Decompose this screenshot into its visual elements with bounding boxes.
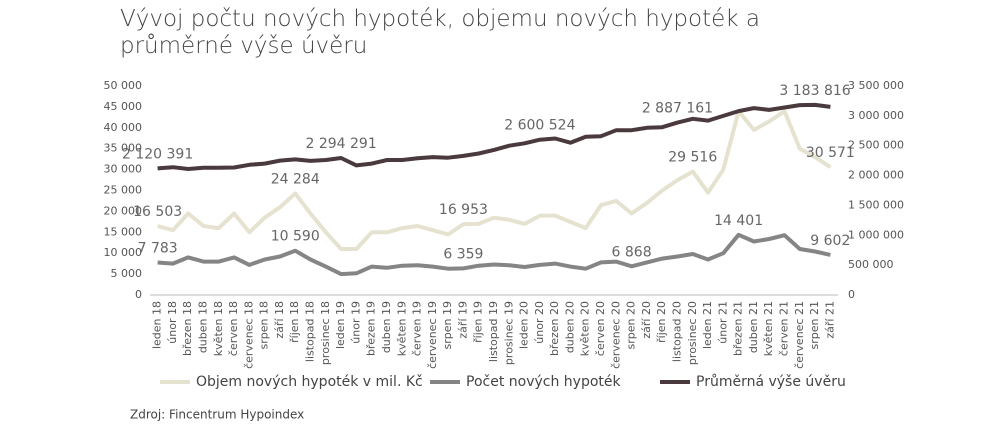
x-tick-label: červenec 18: [242, 301, 255, 369]
legend-label: Počet nových hypoték: [466, 374, 622, 390]
y-tick-label: 50 000: [104, 79, 143, 92]
x-tick-label: leden 18: [151, 301, 164, 349]
x-tick-label: srpen 18: [258, 301, 271, 349]
x-tick-label: květen 20: [579, 301, 592, 356]
data-label: 16 953: [439, 202, 488, 218]
x-tick-label: červen 20: [594, 301, 607, 356]
x-tick-label: září 18: [273, 301, 286, 339]
series-line: [157, 109, 832, 251]
x-tick-label: září 21: [823, 301, 836, 339]
data-label: 24 284: [271, 171, 320, 187]
x-tick-label: srpen 19: [441, 301, 454, 349]
x-tick-label: září 20: [640, 301, 653, 339]
chart-title: Vývoj počtu nových hypoték, objemu novýc…: [120, 6, 760, 59]
y2-tick-label: 2 000 000: [848, 169, 904, 182]
x-tick-label: únor 21: [716, 301, 729, 344]
x-tick-label: duben 18: [197, 301, 210, 353]
x-tick-label: únor 19: [349, 301, 362, 344]
data-label: 10 590: [271, 229, 320, 245]
data-label: 9 602: [810, 233, 850, 249]
x-tick-label: duben 20: [563, 301, 576, 353]
data-label: 2 887 161: [642, 101, 713, 117]
x-tick-label: prosinec 19: [502, 301, 515, 365]
y2-tick-label: 500 000: [848, 258, 894, 271]
y-tick-label: 30 000: [104, 163, 143, 176]
data-label: 16 503: [133, 204, 182, 220]
y-tick-label: 35 000: [104, 142, 143, 155]
x-tick-label: březen 20: [548, 301, 561, 356]
data-label: 7 783: [138, 240, 178, 256]
y-tick-label: 5 000: [111, 267, 143, 280]
x-tick-label: listopad 20: [670, 301, 683, 362]
x-tick-label: březen 18: [181, 301, 194, 356]
data-label: 6 359: [443, 246, 483, 262]
x-tick-label: březen 21: [732, 301, 745, 356]
x-tick-label: únor 20: [533, 301, 546, 344]
data-label: 29 516: [668, 150, 717, 166]
x-tick-label: říjen 19: [472, 301, 485, 343]
data-label: 2 600 524: [504, 118, 575, 134]
legend-label: Objem nových hypoték v mil. Kč: [196, 374, 423, 390]
x-tick-label: leden 20: [518, 301, 531, 349]
x-tick-label: červen 18: [227, 301, 240, 356]
x-tick-label: červenec 19: [426, 301, 439, 369]
series-line: [157, 232, 831, 277]
x-tick-label: duben 19: [380, 301, 393, 353]
y-tick-label: 10 000: [104, 246, 143, 259]
series-line: [157, 102, 831, 171]
y2-tick-label: 3 500 000: [848, 79, 904, 92]
x-tick-label: červenec 20: [609, 301, 622, 369]
x-tick-label: prosinec 20: [686, 301, 699, 365]
data-label: 14 401: [714, 213, 763, 229]
source: Zdroj: Fincentrum Hypoindex: [130, 408, 304, 422]
x-tick-label: říjen 18: [288, 301, 301, 343]
y2-tick-label: 0: [848, 288, 855, 301]
x-tick-label: květen 21: [762, 301, 775, 356]
data-label: 2 120 391: [122, 146, 193, 162]
x-tick-label: únor 18: [166, 301, 179, 344]
x-tick-label: květen 18: [212, 301, 225, 356]
x-tick-label: srpen 20: [625, 301, 638, 349]
data-label: 2 294 291: [305, 136, 376, 152]
x-tick-label: červen 19: [411, 301, 424, 356]
y-tick-label: 25 000: [104, 184, 143, 197]
x-tick-label: březen 19: [365, 301, 378, 356]
x-tick-label: červenec 21: [793, 301, 806, 369]
y-tick-label: 45 000: [104, 100, 143, 113]
y-tick-label: 20 000: [104, 204, 143, 217]
x-tick-label: listopad 19: [487, 301, 500, 362]
legend-label: Průměrná výše úvěru: [696, 374, 846, 390]
y2-tick-label: 1 000 000: [848, 228, 904, 241]
y-tick-label: 40 000: [104, 121, 143, 134]
x-tick-label: červen 21: [777, 301, 790, 356]
y2-tick-label: 2 500 000: [848, 139, 904, 152]
y-tick-label: 0: [135, 288, 142, 301]
x-tick-label: leden 19: [334, 301, 347, 349]
data-label: 6 868: [612, 244, 652, 260]
y-tick-label: 15 000: [104, 225, 143, 238]
x-tick-label: listopad 18: [304, 301, 317, 362]
x-tick-label: srpen 21: [808, 301, 821, 349]
data-label: 3 183 816: [779, 83, 850, 99]
y2-tick-label: 3 000 000: [848, 109, 904, 122]
data-label: 30 571: [806, 145, 855, 161]
x-tick-label: září 19: [456, 301, 469, 339]
x-tick-label: duben 21: [747, 301, 760, 353]
x-tick-label: květen 19: [395, 301, 408, 356]
x-tick-label: prosinec 18: [319, 301, 332, 365]
x-tick-label: říjen 20: [655, 301, 668, 343]
x-tick-label: leden 21: [701, 301, 714, 349]
y2-tick-label: 1 500 000: [848, 198, 904, 211]
